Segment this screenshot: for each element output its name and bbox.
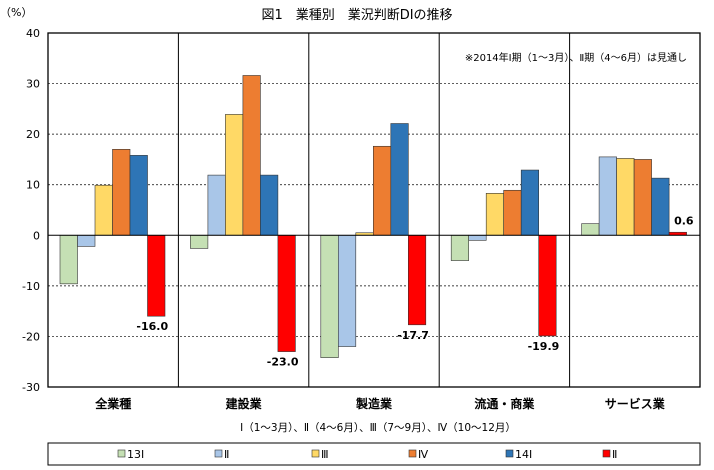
legend-swatch	[505, 449, 514, 458]
bar	[581, 223, 600, 236]
bar	[225, 114, 244, 236]
bar	[485, 193, 505, 236]
y-tick-label: 10	[26, 179, 40, 192]
bar	[407, 234, 427, 326]
bar	[260, 174, 279, 236]
bar	[503, 189, 522, 236]
y-tick-label: 40	[26, 27, 40, 40]
y-tick-label: 0	[33, 229, 40, 242]
bar	[320, 234, 339, 358]
bar	[94, 184, 113, 236]
legend-swatch	[117, 449, 126, 458]
category-label: 流通・商業	[474, 396, 535, 411]
bar	[277, 234, 296, 352]
legend-label: Ⅱ	[224, 448, 229, 461]
bar	[207, 174, 226, 236]
bar	[147, 234, 166, 317]
bar	[520, 169, 540, 236]
data-label: 0.6	[674, 214, 694, 227]
category-label: 全業種	[94, 396, 131, 411]
y-tick-label: 30	[26, 78, 40, 91]
y-tick-label: -20	[22, 330, 40, 343]
legend-label: 14Ⅰ	[515, 448, 532, 461]
legend-swatch	[311, 449, 320, 458]
y-axis-label: （%）	[0, 6, 32, 19]
bar	[372, 145, 392, 236]
bar	[112, 149, 131, 236]
bar	[468, 234, 487, 241]
bar	[390, 123, 409, 236]
legend-label: 13Ⅰ	[127, 448, 144, 461]
bar	[633, 159, 652, 236]
bar	[616, 158, 635, 236]
bar	[77, 234, 96, 247]
data-label: -16.0	[136, 320, 168, 333]
legend-swatch	[214, 449, 223, 458]
bar	[450, 234, 470, 261]
bar	[242, 75, 261, 236]
bar	[337, 234, 357, 347]
bar	[538, 234, 557, 337]
bar	[129, 155, 148, 236]
y-tick-label: -10	[22, 280, 40, 293]
category-label: 製造業	[355, 396, 393, 411]
legend-label: Ⅳ	[418, 448, 429, 461]
legend-swatch	[408, 449, 417, 458]
chart-title: 図1 業種別 業況判断DIの推移	[261, 7, 452, 23]
bar	[598, 156, 617, 236]
plot-border	[47, 32, 701, 388]
legend-label: Ⅱ	[612, 448, 617, 461]
legend-label: Ⅲ	[321, 448, 329, 461]
bar	[651, 177, 670, 236]
legend-swatch	[602, 449, 611, 458]
note: ※2014年Ⅰ期（1～3月）、Ⅱ期（4～6月）は見通し	[465, 51, 687, 64]
category-label: サービス業	[605, 396, 666, 411]
category-label: 建設業	[225, 396, 263, 411]
legend	[47, 442, 701, 466]
bar	[190, 234, 209, 249]
y-tick-label: 20	[26, 128, 40, 141]
data-label: -23.0	[267, 356, 299, 369]
x-axis-label: Ⅰ（1～3月）、Ⅱ（4～6月）、Ⅲ（7～9月）、Ⅳ（10～12月）	[240, 422, 516, 434]
y-tick-label: -30	[22, 381, 40, 394]
bar	[59, 234, 78, 285]
data-label: -19.9	[528, 340, 560, 353]
data-label: -17.7	[397, 329, 429, 342]
